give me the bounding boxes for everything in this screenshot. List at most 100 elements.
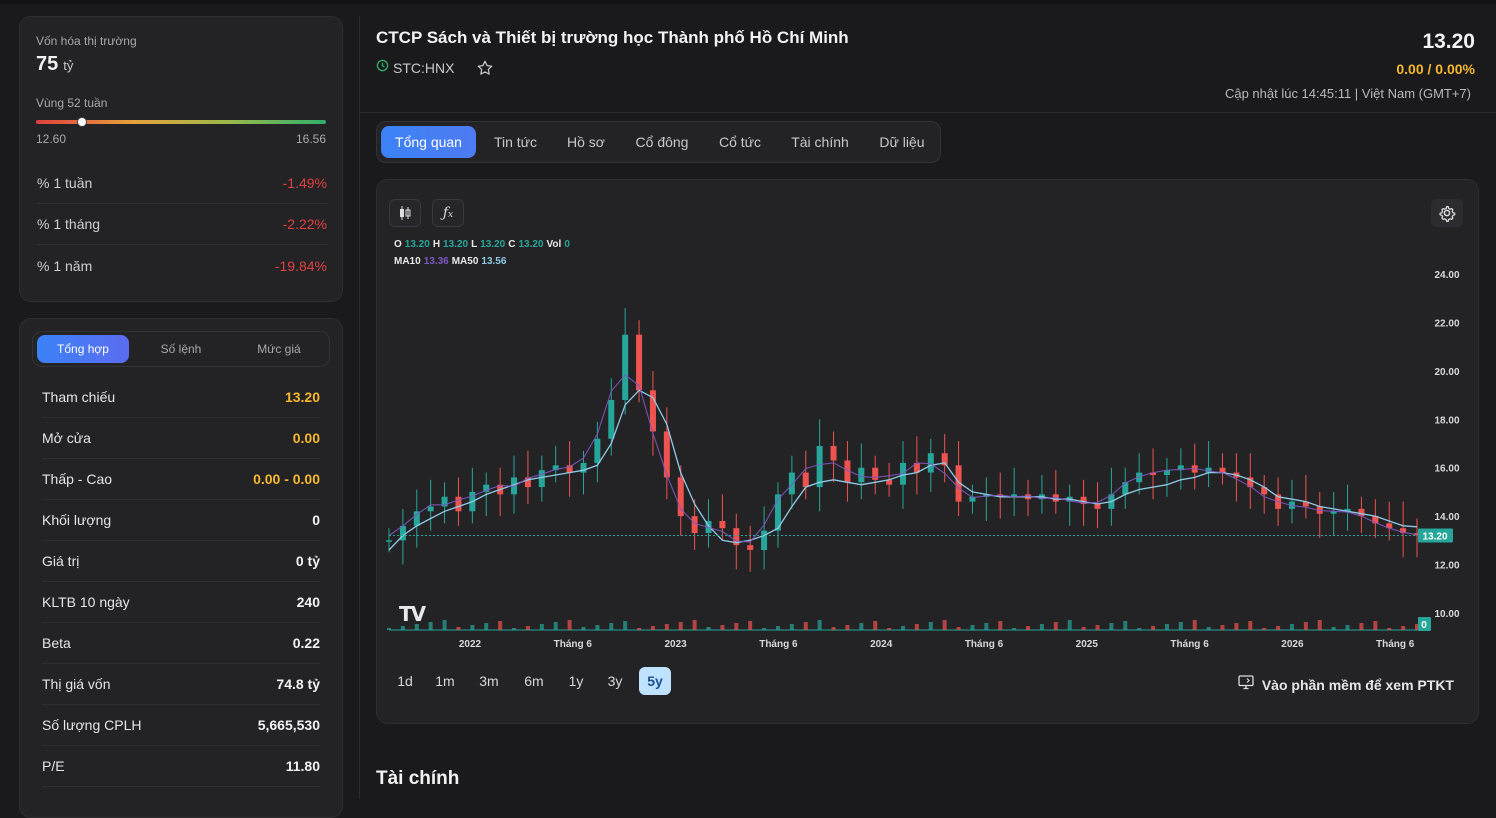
candle-body <box>844 460 851 483</box>
candle-body <box>1247 477 1254 488</box>
timeframe-1y[interactable]: 1y <box>568 673 584 689</box>
candle-body <box>761 530 768 550</box>
candle-body <box>427 506 434 512</box>
stat-row: Mở cửa 0.00 <box>42 418 320 459</box>
gear-icon[interactable] <box>1431 199 1463 227</box>
indicator-fx-icon[interactable]: ƒx <box>432 199 464 227</box>
volume-bar <box>595 625 600 630</box>
ohlc-legend: O 13.20 H 13.20 L 13.20 C 13.20 Vol 0 <box>394 239 570 250</box>
volume-bar <box>845 625 850 630</box>
volume-bar <box>1053 622 1058 630</box>
volume-bar <box>1359 623 1364 630</box>
candle-body <box>399 525 406 541</box>
tab-du-lieu[interactable]: Dữ liệu <box>879 134 925 150</box>
timeframe-3m[interactable]: 3m <box>479 673 499 689</box>
tab-co-tuc[interactable]: Cổ tức <box>718 134 762 150</box>
candle-body <box>1177 465 1184 471</box>
pro-software-link[interactable]: Vào phần mềm để xem PTKT <box>1238 675 1454 695</box>
volume-bar <box>678 622 683 630</box>
volume-bar <box>1206 627 1211 630</box>
candle-body <box>649 390 656 432</box>
stat-row: Beta 0.22 <box>42 623 320 664</box>
tab-tong-quan[interactable]: Tổng quan <box>381 126 476 158</box>
volume-bar <box>637 628 642 630</box>
candle-body <box>1344 508 1351 512</box>
candle-body <box>663 431 670 478</box>
volume-bar <box>803 622 808 630</box>
market-cap-value: 75 <box>36 53 59 75</box>
candle-body <box>594 438 601 463</box>
candlestick-icon[interactable] <box>389 199 421 227</box>
candle-body <box>886 479 893 485</box>
stat-value: 240 <box>296 594 320 610</box>
volume-bar <box>1012 628 1017 630</box>
candle-body <box>1219 467 1226 473</box>
last-volume-label: 0 <box>1421 620 1427 631</box>
stat-value: 0.00 - 0.00 <box>253 471 320 487</box>
tab-so-lenh[interactable]: Số lệnh <box>160 342 202 356</box>
volume-bar <box>1234 623 1239 630</box>
y-tick-label: 10.00 <box>1434 609 1459 620</box>
volume-bar <box>1095 625 1100 630</box>
volume-bar <box>623 621 628 630</box>
volume-bar <box>1178 622 1183 630</box>
candle-body <box>441 496 448 507</box>
volume-bar <box>1373 621 1378 630</box>
stat-value: 0 tỷ <box>295 553 320 569</box>
open-label: O <box>394 239 402 250</box>
perf-value: -2.22% <box>282 216 327 232</box>
volume-bar <box>1317 620 1322 630</box>
tab-tai-chinh[interactable]: Tài chính <box>791 134 849 150</box>
stat-row: Thị giá vốn 74.8 tỷ <box>42 664 320 705</box>
volume-bar <box>1109 623 1114 630</box>
x-tick-label: 2022 <box>459 639 482 650</box>
timeframe-3y[interactable]: 3y <box>607 673 623 689</box>
stat-value: 0.22 <box>292 635 320 651</box>
x-tick-label: Tháng 6 <box>1170 639 1209 650</box>
last-price: 13.20 <box>1422 30 1475 53</box>
price-change: 0.00 / 0.00% <box>1396 61 1475 77</box>
volume-bar <box>692 620 697 630</box>
star-icon[interactable] <box>476 59 494 82</box>
last-price-tag <box>1418 528 1453 543</box>
volume-bar <box>1415 624 1419 630</box>
timeframe-5y[interactable]: 5y <box>639 667 671 695</box>
volume-bar <box>1192 620 1197 630</box>
tab-co-dong[interactable]: Cổ đông <box>635 134 689 150</box>
price-chart[interactable]: 24.00 22.00 20.00 18.00 16.00 14.00 12.00 10.00… <box>377 180 1480 660</box>
market-summary-card: Vốn hóa thị trường 75 tỷ Vùng 52 tuần 12… <box>19 16 343 302</box>
timeframe-1m[interactable]: 1m <box>435 673 455 689</box>
volume-bar <box>1026 626 1031 630</box>
candle-body <box>1094 504 1101 509</box>
volume-bar <box>1401 626 1406 630</box>
last-volume-tag <box>1418 617 1431 631</box>
ma-legend: MA10 13.36 MA50 13.56 <box>394 256 506 267</box>
candle-body <box>830 445 837 461</box>
ma50-value: 13.56 <box>481 256 507 267</box>
perf-value: -1.49% <box>282 175 327 191</box>
range-52w-high: 16.56 <box>295 132 326 146</box>
volume-bar <box>1039 624 1044 630</box>
y-tick-label: 12.00 <box>1434 561 1459 572</box>
stat-label: Giá trị <box>42 553 80 569</box>
tab-tong-hop[interactable]: Tổng hợp <box>37 335 129 363</box>
volume-bar <box>553 622 558 630</box>
stat-row: P/E 11.80 <box>42 746 320 787</box>
volume-bar <box>914 624 919 630</box>
candle-body <box>872 467 879 480</box>
ma50-label: MA50 <box>451 256 479 267</box>
candle-body <box>691 516 698 534</box>
candle-body <box>788 472 795 495</box>
tab-muc-gia[interactable]: Mức giá <box>257 342 301 356</box>
candle-body <box>552 465 559 471</box>
candle-body <box>524 477 531 488</box>
volume-bar <box>484 623 489 630</box>
volume-bar <box>1164 624 1169 630</box>
volume-bar <box>1081 627 1086 630</box>
market-cap-unit: tỷ <box>63 58 74 73</box>
tab-tin-tuc[interactable]: Tin tức <box>493 134 538 150</box>
timeframe-1d[interactable]: 1d <box>397 673 413 689</box>
tab-ho-so[interactable]: Hồ sơ <box>567 134 605 150</box>
volume-bar <box>1248 621 1253 630</box>
timeframe-6m[interactable]: 6m <box>524 673 544 689</box>
